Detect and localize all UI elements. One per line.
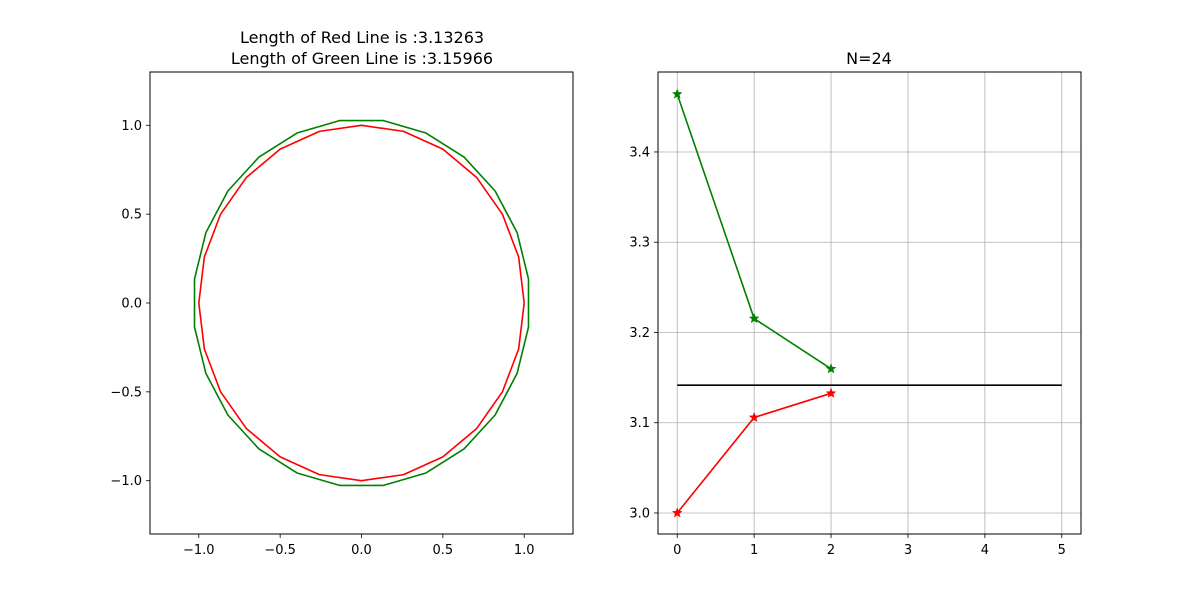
data-point — [671, 88, 683, 99]
y-tick-label: 3.3 — [629, 236, 650, 251]
polygon-series-line — [198, 124, 525, 482]
left-chart-series — [193, 119, 530, 487]
right-chart: N=24 0 1 2 3 4 5 3.0 3.1 3.2 3.3 3.4 — [629, 49, 1082, 558]
y-tick-label: 3.1 — [629, 416, 650, 431]
x-tick-label: 1 — [750, 543, 758, 558]
data-point — [825, 363, 837, 374]
data-point — [825, 387, 837, 398]
x-tick-label: 3 — [904, 543, 912, 558]
right-chart-grid — [658, 72, 1081, 534]
x-tick-label: −0.5 — [264, 543, 296, 558]
y-tick-label: 0.0 — [121, 297, 142, 312]
left-chart-title-line-2: Length of Green Line is :3.15966 — [231, 49, 493, 68]
right-chart-title: N=24 — [846, 49, 892, 68]
left-chart: Length of Red Line is :3.13263 Length of… — [110, 28, 574, 558]
y-tick-label: 3.0 — [629, 506, 650, 521]
y-tick-label: 1.0 — [121, 119, 142, 134]
x-tick-label: 0.5 — [433, 543, 454, 558]
y-tick-label: −0.5 — [110, 385, 142, 400]
x-tick-label: 0 — [673, 543, 681, 558]
left-chart-title-line-1: Length of Red Line is :3.13263 — [240, 28, 484, 47]
data-point — [748, 411, 760, 423]
y-tick-label: 3.4 — [629, 145, 650, 160]
right-chart-ticks: 0 1 2 3 4 5 3.0 3.1 3.2 3.3 3.4 — [629, 145, 1066, 558]
x-tick-label: −1.0 — [183, 543, 215, 558]
right-chart-series — [671, 88, 1062, 518]
y-tick-label: 3.2 — [629, 326, 650, 341]
right-chart-frame — [657, 71, 1082, 535]
y-tick-label: 0.5 — [121, 208, 142, 223]
left-chart-ticks: −1.0 −0.5 0.0 0.5 1.0 −1.0 −0.5 0.0 0.5 1.0 — [110, 119, 534, 558]
data-point — [671, 507, 683, 518]
x-tick-label: 5 — [1058, 543, 1066, 558]
x-tick-label: 2 — [827, 543, 835, 558]
polygon-series-line — [193, 119, 530, 487]
x-tick-label: 0.0 — [351, 543, 372, 558]
left-chart-frame — [149, 71, 574, 535]
x-tick-label: 1.0 — [514, 543, 535, 558]
data-point — [748, 312, 760, 324]
y-tick-label: −1.0 — [110, 474, 142, 489]
x-tick-label: 4 — [981, 543, 989, 558]
